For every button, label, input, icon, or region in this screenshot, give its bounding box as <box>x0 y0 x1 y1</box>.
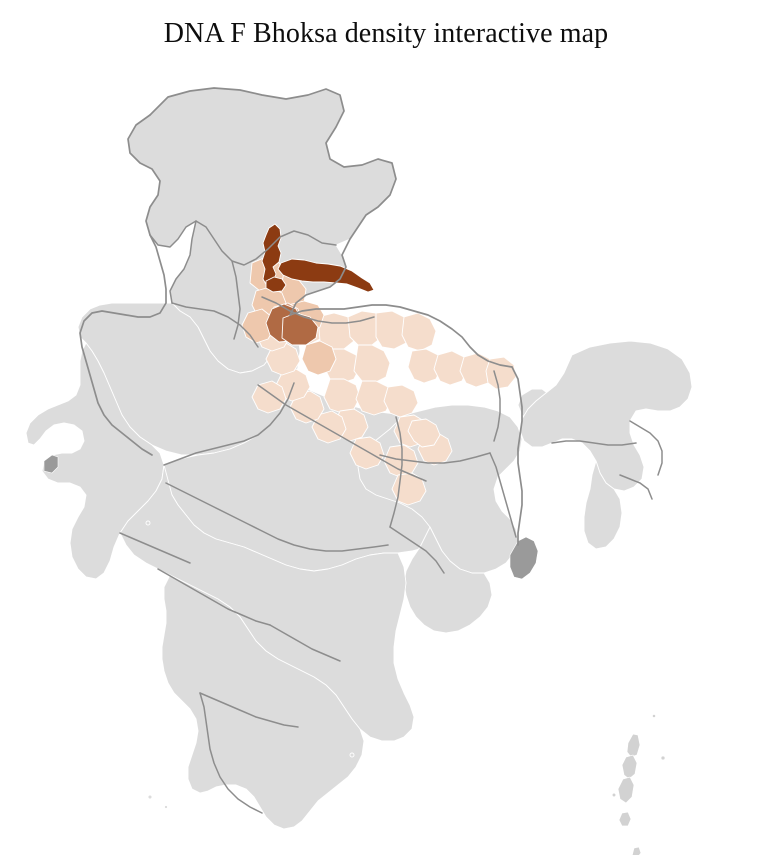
island-north-andaman <box>626 733 641 758</box>
boundary-jharkhand-bengal <box>489 452 517 538</box>
boundary-karnataka-tn <box>199 692 299 728</box>
boundary-bihar-jharkhand <box>379 452 491 464</box>
boundary-maharashtra-karnataka <box>157 568 271 626</box>
boundary-rajasthan-mp <box>163 382 295 466</box>
district-aligarh <box>265 342 301 376</box>
boundary-mp-chhattisgarh <box>389 416 403 528</box>
island-middle-andaman <box>621 754 638 780</box>
territory-dot-lakshadweep-1 <box>147 794 153 800</box>
boundary-jk-himachal <box>149 220 337 266</box>
outline-west-pakistan <box>127 114 161 236</box>
boundary-ne-manipur <box>619 474 653 500</box>
district-lucknow <box>355 380 393 416</box>
island-little-andaman <box>618 811 632 827</box>
country-boundaries <box>79 87 523 546</box>
region-kutch-rann-edge <box>43 454 59 474</box>
boundary-uttarakhand-up <box>261 296 375 324</box>
district-gonda <box>407 348 443 384</box>
coastal-dark-accent <box>43 454 539 580</box>
outline-india-north <box>149 87 397 316</box>
district-udham-singh-nagar-highest <box>277 258 375 293</box>
district-basti <box>433 350 469 386</box>
boundary-ne-nagaland <box>629 420 663 476</box>
district-deoria <box>485 356 517 390</box>
page-title: DNA F Bhoksa density interactive map <box>163 18 609 49</box>
boundary-up-bihar <box>493 370 501 442</box>
boundary-haryana-rajasthan <box>171 302 259 348</box>
district-barabanki <box>383 384 419 418</box>
region-mizoram-tripura <box>583 460 623 550</box>
district-hardoi <box>323 378 361 414</box>
district-bahraich <box>401 312 437 352</box>
district-jaunpur <box>407 418 441 448</box>
territory-dot-puducherry <box>349 752 355 758</box>
island-dot-1 <box>652 714 656 718</box>
india-district-map[interactable] <box>0 55 772 855</box>
boundary-ne-assam-meghalaya <box>551 440 637 446</box>
district-fatehpur <box>349 436 385 470</box>
region-gujarat <box>25 342 165 580</box>
boundary-punjab-haryana <box>231 260 241 340</box>
state-boundaries <box>119 220 663 814</box>
territory-dot-daman <box>145 520 151 526</box>
boundary-karnataka-ap <box>269 624 341 662</box>
district-sitapur <box>353 344 391 384</box>
outline-west-rajasthan <box>79 234 167 456</box>
district-badaun <box>301 340 337 376</box>
outline-east-bangladesh <box>511 366 523 546</box>
island-dot-3 <box>611 792 617 798</box>
district-haridwar-block <box>281 312 319 346</box>
data-districts-highest[interactable] <box>261 223 375 293</box>
territory-dot-lakshadweep-2 <box>163 804 169 810</box>
india-landmass-no-data[interactable] <box>25 87 693 830</box>
boundary-himachal-punjab <box>169 220 197 304</box>
district-agra <box>251 380 287 414</box>
map-canvas[interactable] <box>0 55 772 855</box>
boundary-up-south <box>257 384 427 482</box>
boundary-chhattisgarh-odisha <box>389 526 445 574</box>
boundary-kerala-tn <box>199 692 263 814</box>
region-sundarbans <box>509 536 539 580</box>
region-south-peninsula <box>161 574 365 830</box>
boundary-mp-maharashtra <box>165 482 389 552</box>
outline-nepal-border <box>289 304 513 368</box>
island-dot-2 <box>660 755 666 761</box>
boundary-gujarat-maharashtra <box>119 532 191 564</box>
district-connector-highest <box>265 276 287 293</box>
island-south-andaman <box>617 776 635 804</box>
